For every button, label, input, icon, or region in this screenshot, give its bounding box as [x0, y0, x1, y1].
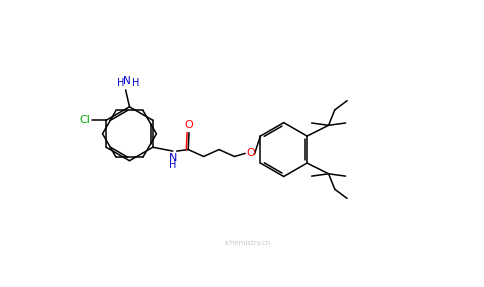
Text: O: O — [247, 148, 256, 158]
Text: H: H — [117, 77, 124, 88]
Text: Cl: Cl — [80, 115, 91, 125]
Text: ichemistry.cn: ichemistry.cn — [225, 240, 271, 246]
Text: H: H — [169, 160, 177, 170]
Text: O: O — [184, 119, 194, 129]
Text: N: N — [123, 76, 131, 86]
Text: N: N — [168, 153, 177, 163]
Text: H: H — [132, 77, 139, 88]
